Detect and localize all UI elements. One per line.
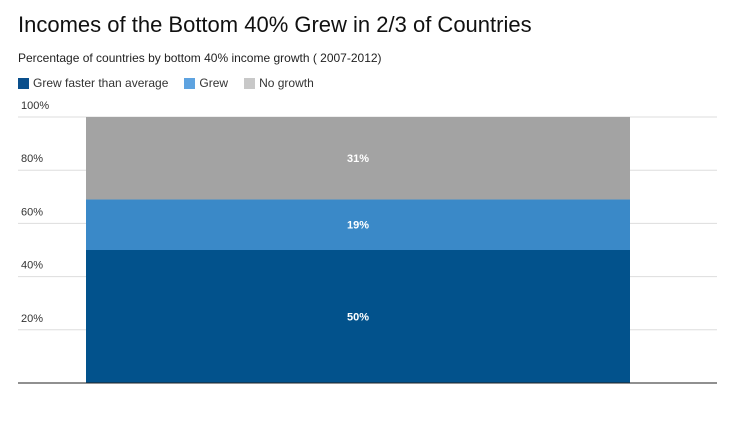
y-tick-label-80: 80% (21, 153, 43, 165)
legend-label-no-growth: No growth (259, 76, 314, 90)
legend-item-no-growth[interactable]: No growth (244, 76, 314, 90)
data-label-grew-faster-than-average: 50% (347, 312, 369, 324)
legend-swatch-grew (184, 77, 196, 89)
bar-segment-no-growth (86, 117, 630, 200)
y-tick-label-40: 40% (21, 260, 43, 272)
chart-subtitle: Percentage of countries by bottom 40% in… (18, 51, 382, 65)
legend-label-grew-faster: Grew faster than average (33, 76, 169, 90)
legend-swatch-no-growth (244, 77, 256, 89)
chart-legend: Grew faster than average Grew No growth (18, 76, 330, 90)
legend-item-grew[interactable]: Grew (184, 76, 228, 90)
data-label-grew: 19% (347, 220, 369, 232)
bar-segment-grew (86, 199, 630, 250)
y-tick-label-20: 20% (21, 313, 43, 325)
y-tick-label-100: 100% (21, 100, 49, 112)
data-label-no-growth: 31% (347, 153, 369, 165)
bar-segment-grew-faster-than-average (86, 250, 630, 383)
legend-item-grew-faster[interactable]: Grew faster than average (18, 76, 168, 90)
legend-swatch-grew-faster (18, 77, 29, 89)
y-tick-label-60: 60% (21, 206, 43, 218)
legend-label-grew: Grew (199, 76, 229, 90)
chart-title: Incomes of the Bottom 40% Grew in 2/3 of… (18, 12, 532, 37)
